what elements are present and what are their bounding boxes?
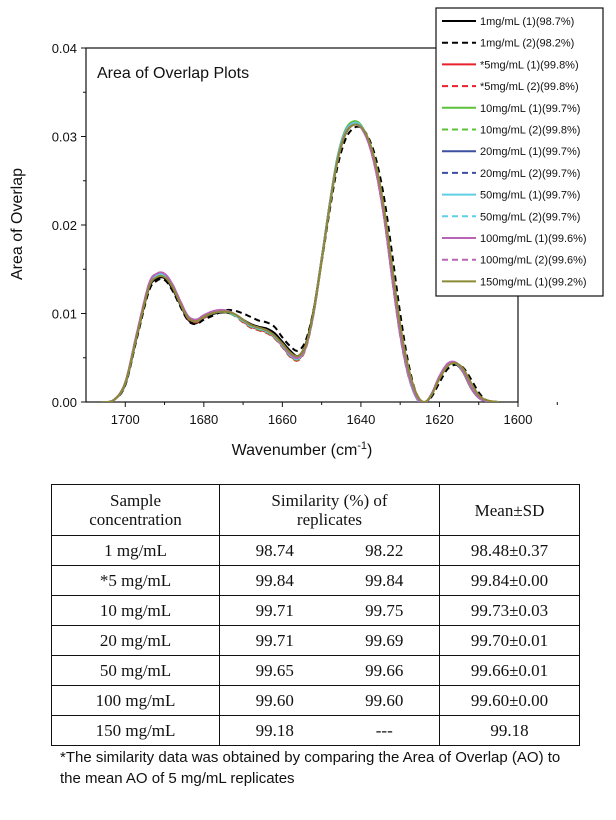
- cell-replicate-1: 99.18: [219, 715, 330, 746]
- x-tick-label: 1620: [425, 412, 454, 427]
- similarity-table: Sample concentration Similarity (%) of rep…: [51, 484, 580, 746]
- cell-sample: *5 mg/mL: [51, 565, 220, 596]
- cell-replicate-2: 99.60: [329, 685, 440, 716]
- cell-replicate-2: ---: [329, 715, 440, 746]
- cell-mean-sd: 99.66±0.01: [439, 655, 580, 686]
- cell-replicate-1: 98.74: [219, 535, 330, 566]
- cell-mean-sd: 99.73±0.03: [439, 595, 580, 626]
- legend-entry: 20mg/mL (2)(99.7%): [480, 168, 580, 180]
- x-axis-title: Wavenumber (cm-1): [232, 440, 373, 459]
- legend-entry: 50mg/mL (1)(99.7%): [480, 190, 580, 202]
- legend: 1mg/mL (1)(98.7%) 1mg/mL (2)(98.2%) *5mg/m…: [435, 7, 604, 297]
- series-line-12: [101, 123, 499, 402]
- cell-replicate-2: 99.84: [329, 565, 440, 596]
- legend-entry: 100mg/mL (2)(99.6%): [480, 255, 587, 267]
- header-similarity: Similarity (%) of replicates: [219, 484, 440, 536]
- x-tick-label: 1680: [189, 412, 218, 427]
- x-tick-label: 1640: [346, 412, 375, 427]
- header-mean-sd: Mean±SD: [439, 484, 580, 536]
- cell-mean-sd: 99.60±0.00: [439, 685, 580, 716]
- cell-sample: 100 mg/mL: [51, 685, 220, 716]
- table-header-row: Sample concentration Similarity (%) of rep…: [51, 484, 580, 536]
- cell-replicate-1: 99.84: [219, 565, 330, 596]
- cell-replicate-1: 99.65: [219, 655, 330, 686]
- legend-entry: 10mg/mL (1)(99.7%): [480, 103, 580, 115]
- cell-replicate-1: 99.60: [219, 685, 330, 716]
- y-tick-label: 0.04: [52, 41, 77, 56]
- header-sample-line2: concentration: [89, 510, 182, 529]
- y-tick-label: 0.03: [52, 130, 77, 145]
- legend-entry: 100mg/mL (1)(99.6%): [480, 233, 587, 245]
- legend-entry: 10mg/mL (2)(99.8%): [480, 125, 580, 137]
- legend-entry: *5mg/mL (2)(99.8%): [480, 81, 579, 93]
- cell-mean-sd: 98.48±0.37: [439, 535, 580, 566]
- header-sample-line1: Sample: [110, 491, 161, 510]
- cell-mean-sd: 99.84±0.00: [439, 565, 580, 596]
- legend-entry: 20mg/mL (1)(99.7%): [480, 146, 580, 158]
- header-similarity-line2: replicates: [296, 510, 363, 529]
- cell-mean-sd: 99.18: [439, 715, 580, 746]
- y-tick-label: 0.00: [52, 395, 77, 410]
- x-tick-label: 1660: [268, 412, 297, 427]
- table-body: 1 mg/mL 98.74 98.22 98.48±0.37 *5 mg/mL 99.84…: [51, 535, 580, 746]
- chart-axes: 1700 1680 1660 1640 1620 1600 0.00 0.01 0.02 0.03…: [52, 41, 558, 427]
- area-of-overlap-chart: 1700 1680 1660 1640 1620 1600 0.00 0.01 0.02 0.03…: [9, 7, 604, 459]
- x-axis-title-superscript: -1: [357, 440, 367, 452]
- legend-entry: 1mg/mL (1)(98.7%): [480, 16, 574, 28]
- cell-replicate-2: 99.66: [329, 655, 440, 686]
- chart-title: Area of Overlap Plots: [97, 65, 249, 82]
- y-axis-title: Area of Overlap: [9, 168, 26, 280]
- x-axis-title-main: Wavenumber (cm: [232, 442, 358, 459]
- header-sample-concentration: Sample concentration: [51, 484, 220, 536]
- cell-replicate-1: 99.71: [219, 595, 330, 626]
- legend-entry: 150mg/mL (1)(99.2%): [480, 276, 587, 288]
- table-row: 150 mg/mL 99.18 --- 99.18: [51, 715, 580, 746]
- table-row: *5 mg/mL 99.84 99.84 99.84±0.00: [51, 565, 580, 596]
- table-row: 20 mg/mL 99.71 99.69 99.70±0.01: [51, 625, 580, 656]
- cell-sample: 150 mg/mL: [51, 715, 220, 746]
- cell-sample: 50 mg/mL: [51, 655, 220, 686]
- table-row: 10 mg/mL 99.71 99.75 99.73±0.03: [51, 595, 580, 626]
- x-axis-title-end: ): [367, 442, 372, 459]
- y-tick-label: 0.01: [52, 307, 77, 322]
- cell-replicate-1: 99.71: [219, 625, 330, 656]
- x-tick-label: 1600: [504, 412, 533, 427]
- table-row: 1 mg/mL 98.74 98.22 98.48±0.37: [51, 535, 580, 566]
- cell-mean-sd: 99.70±0.01: [439, 625, 580, 656]
- table-row: 50 mg/mL 99.65 99.66 99.66±0.01: [51, 655, 580, 686]
- cell-sample: 10 mg/mL: [51, 595, 220, 626]
- series-line-1: [101, 125, 499, 402]
- x-tick-label: 1700: [111, 412, 140, 427]
- y-tick-label: 0.02: [52, 218, 77, 233]
- cell-sample: 20 mg/mL: [51, 625, 220, 656]
- cell-replicate-2: 99.75: [329, 595, 440, 626]
- chart-series-group: [101, 120, 499, 402]
- legend-entry: 50mg/mL (2)(99.7%): [480, 211, 580, 223]
- legend-entry: *5mg/mL (1)(99.8%): [480, 59, 579, 71]
- cell-sample: 1 mg/mL: [51, 535, 220, 566]
- footnote: *The similarity data was obtained by com…: [60, 749, 561, 787]
- cell-replicate-2: 99.69: [329, 625, 440, 656]
- table-row: 100 mg/mL 99.60 99.60 99.60±0.00: [51, 685, 580, 716]
- header-similarity-line1: Similarity (%) of: [271, 491, 388, 510]
- legend-entry: 1mg/mL (2)(98.2%): [480, 38, 574, 50]
- cell-replicate-2: 98.22: [329, 535, 440, 566]
